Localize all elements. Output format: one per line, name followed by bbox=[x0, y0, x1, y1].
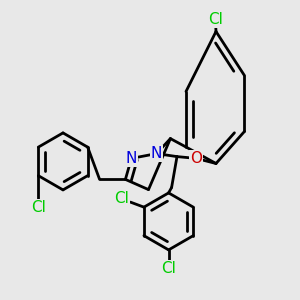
Text: N: N bbox=[126, 151, 137, 166]
Text: Cl: Cl bbox=[208, 12, 223, 27]
Text: O: O bbox=[190, 151, 202, 166]
Text: Cl: Cl bbox=[31, 200, 46, 215]
Text: N: N bbox=[151, 146, 162, 161]
Text: Cl: Cl bbox=[114, 191, 129, 206]
Text: Cl: Cl bbox=[161, 261, 176, 276]
